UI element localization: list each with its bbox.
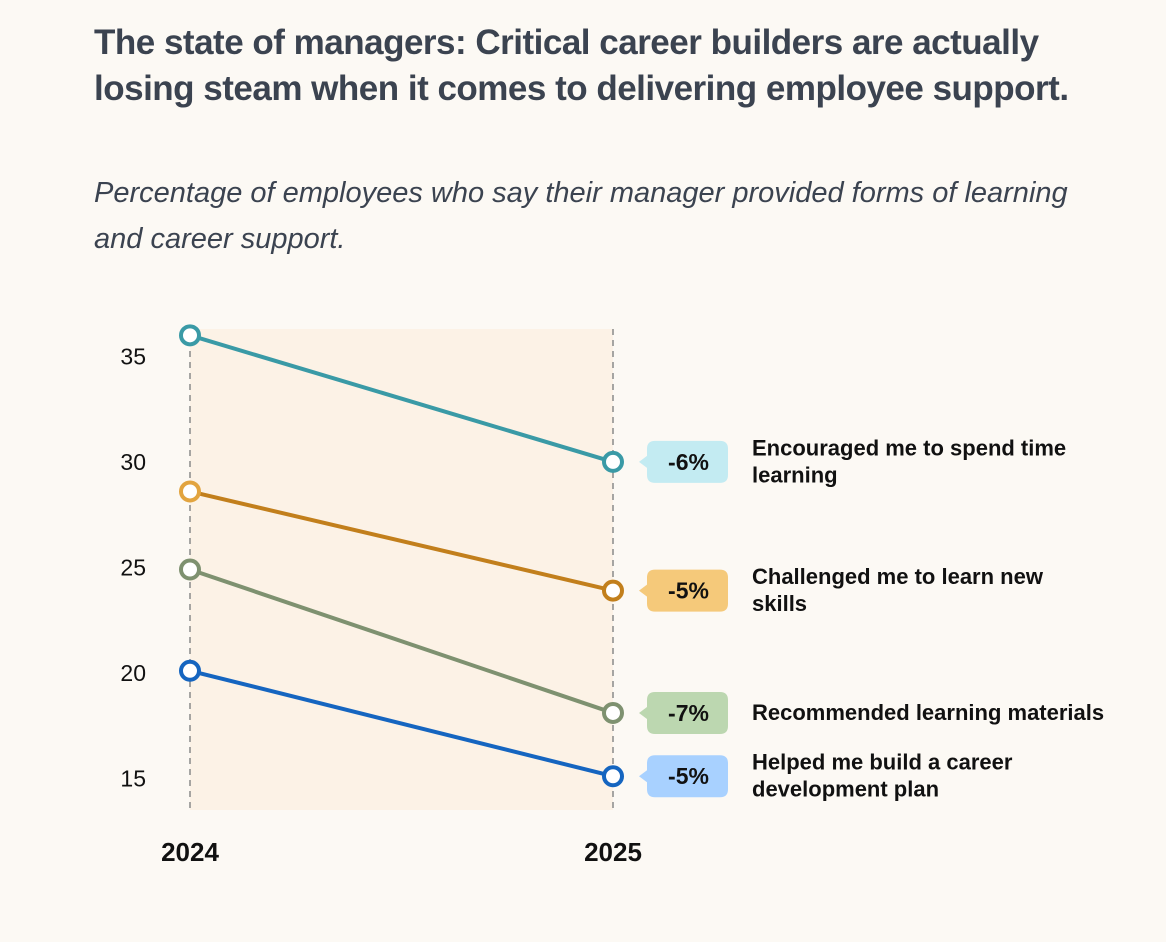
- y-tick-label: 35: [120, 343, 146, 369]
- series-points: [179, 324, 624, 788]
- change-value: -6%: [668, 449, 709, 475]
- series-label-line: skills: [752, 591, 807, 616]
- change-badge-helped-me-build-a-career-development-plan: -5%: [639, 755, 728, 798]
- data-point-encouraged-me-to-spend-time-learning-2025: [602, 450, 624, 473]
- series-label-line: Encouraged me to spend time: [752, 435, 1066, 460]
- y-tick-label: 25: [120, 554, 146, 580]
- chart-subtitle: Percentage of employees who say their ma…: [94, 177, 1068, 255]
- change-badge-bg: [639, 691, 728, 734]
- y-tick-label: 15: [120, 765, 146, 791]
- change-badge-bg: [639, 755, 728, 798]
- series-label-line: Recommended learning materials: [752, 700, 1104, 725]
- x-axis: 2024 2025: [161, 837, 642, 867]
- change-value: -7%: [668, 700, 709, 726]
- x-tick-label: 2025: [584, 837, 642, 867]
- data-point-recommended-learning-materials-2025: [602, 701, 624, 724]
- change-badge-bg: [639, 569, 728, 612]
- series-label-line: learning: [752, 462, 838, 487]
- data-point-helped-me-build-a-career-development-plan-2025: [602, 765, 624, 788]
- data-point-encouraged-me-to-spend-time-learning-2024: [179, 324, 201, 347]
- plot-band: [190, 329, 613, 810]
- series-label-recommended-learning-materials: Recommended learning materials: [752, 700, 1104, 725]
- data-point-challenged-me-to-learn-new-skills-2024: [179, 480, 201, 503]
- data-point-recommended-learning-materials-2024: [179, 558, 201, 581]
- change-value: -5%: [668, 763, 709, 789]
- y-tick-label: 20: [120, 660, 146, 686]
- change-badge-encouraged-me-to-spend-time-learning: -6%: [639, 440, 728, 483]
- change-badges: -6% -5% -7% -5%: [639, 440, 728, 798]
- series-label-encouraged-me-to-spend-time-learning: Encouraged me to spend time learning: [752, 435, 1066, 487]
- change-badge-challenged-me-to-learn-new-skills: -5%: [639, 569, 728, 612]
- y-axis: 35 30 25 20 15: [120, 343, 146, 791]
- series-label-line: development plan: [752, 777, 939, 802]
- series-line-recommended-learning-materials: [189, 567, 614, 715]
- x-tick-label: 2024: [161, 837, 219, 867]
- change-value: -5%: [668, 578, 709, 604]
- data-point-helped-me-build-a-career-development-plan-2024: [179, 659, 201, 682]
- series-lines: [189, 333, 614, 779]
- series-labels: Encouraged me to spend time learning Chall…: [752, 435, 1104, 801]
- series-line-helped-me-build-a-career-development-plan: [189, 668, 614, 779]
- change-badge-recommended-learning-materials: -7%: [639, 691, 728, 734]
- series-label-helped-me-build-a-career-development-plan: Helped me build a career development plan: [752, 750, 1013, 802]
- series-label-challenged-me-to-learn-new-skills: Challenged me to learn new skills: [752, 564, 1044, 616]
- y-tick-label: 30: [120, 449, 146, 475]
- year-gridlines: [189, 329, 614, 810]
- data-point-challenged-me-to-learn-new-skills-2025: [602, 579, 624, 602]
- series-label-line: Helped me build a career: [752, 750, 1013, 775]
- series-line-encouraged-me-to-spend-time-learning: [189, 333, 614, 464]
- series-label-line: Challenged me to learn new: [752, 564, 1044, 589]
- change-badge-bg: [639, 440, 728, 483]
- series-line-challenged-me-to-learn-new-skills: [189, 489, 614, 593]
- chart-title: The state of managers: Critical career b…: [94, 23, 1069, 108]
